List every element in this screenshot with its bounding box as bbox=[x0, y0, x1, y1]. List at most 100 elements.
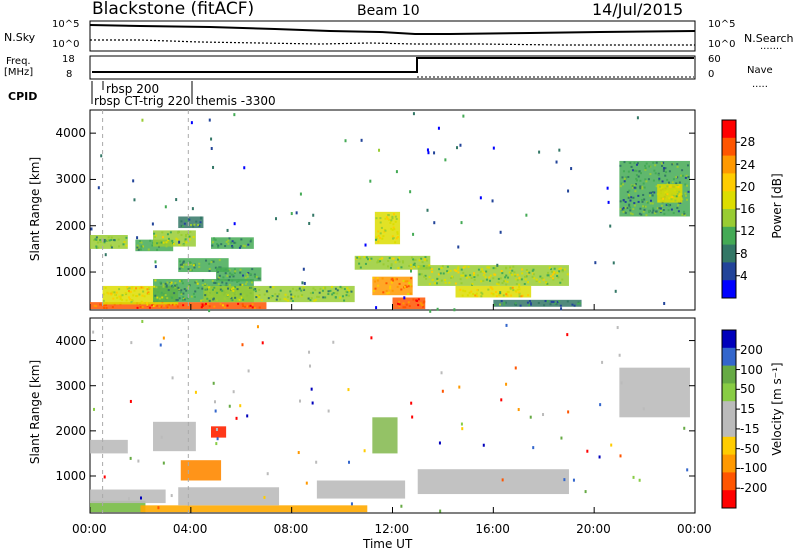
power-cell bbox=[231, 240, 234, 243]
power-cell bbox=[467, 265, 470, 268]
power-cell bbox=[197, 223, 200, 226]
power-cell bbox=[450, 275, 453, 278]
velocity-colorbar-tick-label: 200 bbox=[740, 342, 763, 357]
power-cell bbox=[395, 218, 398, 221]
power-cell bbox=[364, 262, 367, 265]
power-cell bbox=[136, 306, 139, 309]
power-cell bbox=[476, 289, 479, 292]
power-cell bbox=[108, 239, 111, 242]
velocity-colorbar-segment bbox=[722, 436, 736, 456]
power-cell bbox=[425, 259, 428, 262]
power-cell bbox=[555, 303, 558, 306]
power-scatter bbox=[308, 221, 311, 225]
power-cell bbox=[654, 212, 657, 215]
power-cell bbox=[484, 276, 487, 279]
power-cell bbox=[192, 225, 195, 228]
cpid-label-1: rbsp 200 bbox=[106, 82, 160, 96]
power-cell bbox=[253, 306, 256, 309]
power-colorbar-segment bbox=[722, 244, 736, 263]
power-cell bbox=[482, 274, 485, 277]
power-cell bbox=[671, 181, 674, 184]
power-cell bbox=[473, 272, 476, 275]
power-scatter bbox=[175, 198, 178, 202]
power-cell bbox=[668, 197, 671, 200]
power-cell bbox=[174, 284, 177, 287]
power-cell bbox=[646, 201, 649, 204]
power-cell bbox=[521, 294, 524, 297]
velocity-scatter bbox=[256, 325, 259, 329]
power-cell bbox=[378, 260, 381, 263]
power-cell bbox=[244, 245, 247, 248]
power-cell bbox=[93, 304, 96, 307]
power-cell bbox=[637, 175, 640, 178]
power-cell bbox=[526, 301, 529, 304]
power-scatter bbox=[570, 167, 573, 171]
velocity-scatter bbox=[411, 415, 414, 419]
power-cell bbox=[151, 303, 154, 306]
power-cell bbox=[238, 296, 241, 299]
power-cell bbox=[480, 295, 483, 298]
power-cell bbox=[252, 288, 255, 291]
velocity-scatter bbox=[332, 340, 335, 344]
power-cell bbox=[177, 231, 180, 234]
power-cell bbox=[228, 283, 231, 286]
power-cell bbox=[511, 269, 514, 272]
power-cell bbox=[211, 288, 214, 291]
power-cell bbox=[648, 165, 651, 168]
power-cell bbox=[631, 213, 634, 216]
power-cell bbox=[391, 289, 394, 292]
power-scatter bbox=[567, 189, 570, 193]
power-cell bbox=[379, 232, 382, 235]
power-cell bbox=[681, 174, 684, 177]
power-cell bbox=[186, 297, 189, 300]
power-colorbar-label: Power [dB] bbox=[770, 173, 784, 239]
power-cell bbox=[396, 285, 399, 288]
power-cell bbox=[505, 266, 508, 269]
power-cell bbox=[96, 241, 99, 244]
velocity-scatter bbox=[460, 422, 463, 426]
nsky-tick-top: 10^5 bbox=[52, 19, 80, 30]
power-cell bbox=[110, 293, 113, 296]
power-cell bbox=[374, 287, 377, 290]
power-cell bbox=[554, 302, 557, 305]
power-cell bbox=[513, 271, 516, 274]
power-cell bbox=[176, 299, 179, 302]
power-cell bbox=[398, 260, 401, 263]
power-cell bbox=[95, 238, 98, 241]
power-cell bbox=[397, 267, 400, 270]
power-colorbar-tick-label: 12 bbox=[740, 224, 756, 239]
power-cell bbox=[396, 258, 399, 261]
velocity-scatter bbox=[461, 427, 464, 431]
power-cell bbox=[648, 211, 651, 214]
power-cell bbox=[217, 277, 220, 280]
power-cell bbox=[485, 278, 488, 281]
nsky-strip bbox=[89, 20, 696, 52]
power-cell bbox=[548, 266, 551, 269]
power-cell bbox=[635, 163, 638, 166]
power-cell bbox=[182, 263, 185, 266]
power-cell bbox=[275, 298, 278, 301]
power-cell bbox=[385, 282, 388, 285]
power-cell bbox=[633, 202, 636, 205]
power-cell bbox=[468, 291, 471, 294]
power-cell bbox=[631, 185, 634, 188]
power-cell bbox=[105, 307, 108, 310]
power-cell bbox=[107, 236, 110, 239]
power-cell bbox=[628, 189, 631, 192]
chart-title: Blackstone (fitACF) bbox=[92, 0, 255, 19]
power-cell bbox=[481, 270, 484, 273]
power-cell bbox=[249, 240, 252, 243]
power-cell bbox=[163, 304, 166, 307]
power-cell bbox=[102, 299, 105, 302]
ytick-label: 4000 bbox=[55, 333, 86, 348]
power-cell bbox=[509, 286, 512, 289]
power-cell bbox=[334, 296, 337, 299]
power-cell bbox=[153, 235, 156, 238]
power-cell bbox=[685, 194, 688, 197]
power-cell bbox=[386, 265, 389, 268]
power-cell bbox=[183, 244, 186, 247]
power-cell bbox=[487, 288, 490, 291]
power-cell bbox=[151, 244, 154, 247]
power-cell bbox=[446, 270, 449, 273]
power-cell bbox=[111, 306, 114, 309]
